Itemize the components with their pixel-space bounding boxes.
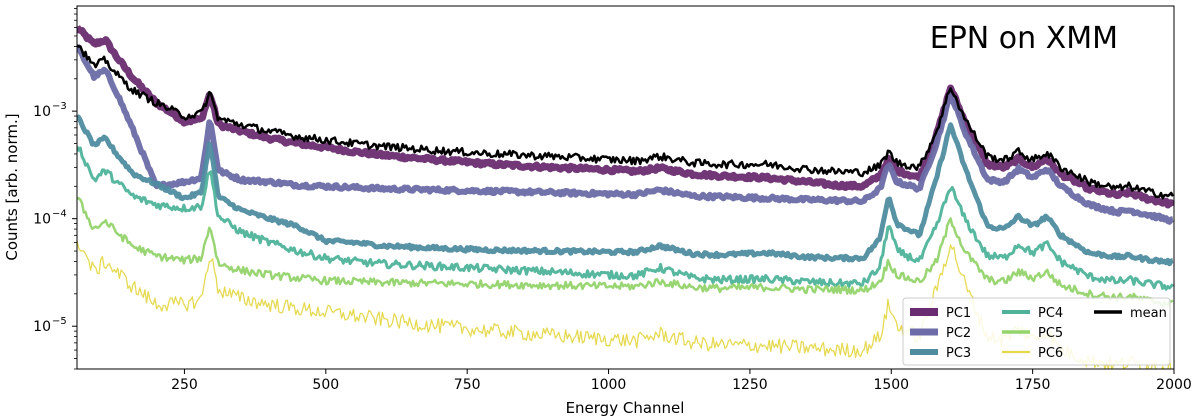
legend-label-pc6: PC6	[1038, 346, 1063, 361]
x-axis-label: Energy Channel	[566, 399, 685, 417]
x-tick-label: 250	[171, 377, 198, 393]
legend-label-mean: mean	[1130, 306, 1167, 321]
legend-label-pc2: PC2	[946, 326, 971, 341]
series-line-pc4	[77, 145, 1174, 291]
legend-label-pc1: PC1	[946, 306, 971, 321]
series-line-pc1	[77, 25, 1174, 209]
y-tick-label: 10	[33, 319, 51, 335]
y-tick-exponent: −3	[52, 101, 67, 112]
x-tick-label: 1750	[1015, 377, 1051, 393]
x-tick-label: 500	[312, 377, 339, 393]
series-line-pc3	[77, 114, 1174, 267]
legend-box	[902, 297, 1171, 366]
y-tick-exponent: −5	[52, 316, 67, 327]
chart-annotation: EPN on XMM	[930, 21, 1118, 56]
series-line-pc5	[77, 196, 1174, 308]
x-tick-label: 1000	[591, 377, 627, 393]
x-tick-label: 750	[454, 377, 481, 393]
y-axis-label: Counts [arb. norm.]	[3, 113, 21, 260]
legend-label-pc5: PC5	[1038, 326, 1063, 341]
x-tick-label: 1250	[732, 377, 768, 393]
plot-frame	[76, 5, 1175, 370]
y-tick-label: 10	[33, 212, 51, 228]
x-tick-label: 2000	[1156, 377, 1192, 393]
y-tick-label: 10	[33, 104, 51, 120]
legend: PC1 PC2 PC3 PC4 PC5 PC6 mean	[902, 297, 1171, 366]
series-line-mean	[77, 44, 1174, 200]
legend-label-pc3: PC3	[946, 346, 971, 361]
legend-label-pc4: PC4	[1038, 306, 1063, 321]
x-tick-label: 1500	[873, 377, 909, 393]
y-tick-exponent: −4	[52, 209, 67, 220]
series-line-pc2	[77, 43, 1174, 225]
